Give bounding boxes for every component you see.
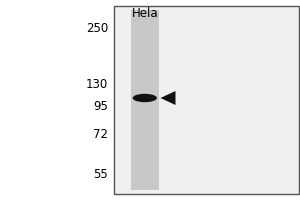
Text: 55: 55: [93, 168, 108, 180]
Text: 72: 72: [93, 129, 108, 142]
Text: 250: 250: [86, 22, 108, 36]
Polygon shape: [160, 91, 175, 105]
Text: Hela: Hela: [132, 7, 158, 20]
Ellipse shape: [133, 94, 157, 102]
Bar: [130, 10, 159, 190]
Text: 130: 130: [86, 78, 108, 90]
Text: 95: 95: [93, 99, 108, 112]
Bar: [114, 6, 298, 194]
